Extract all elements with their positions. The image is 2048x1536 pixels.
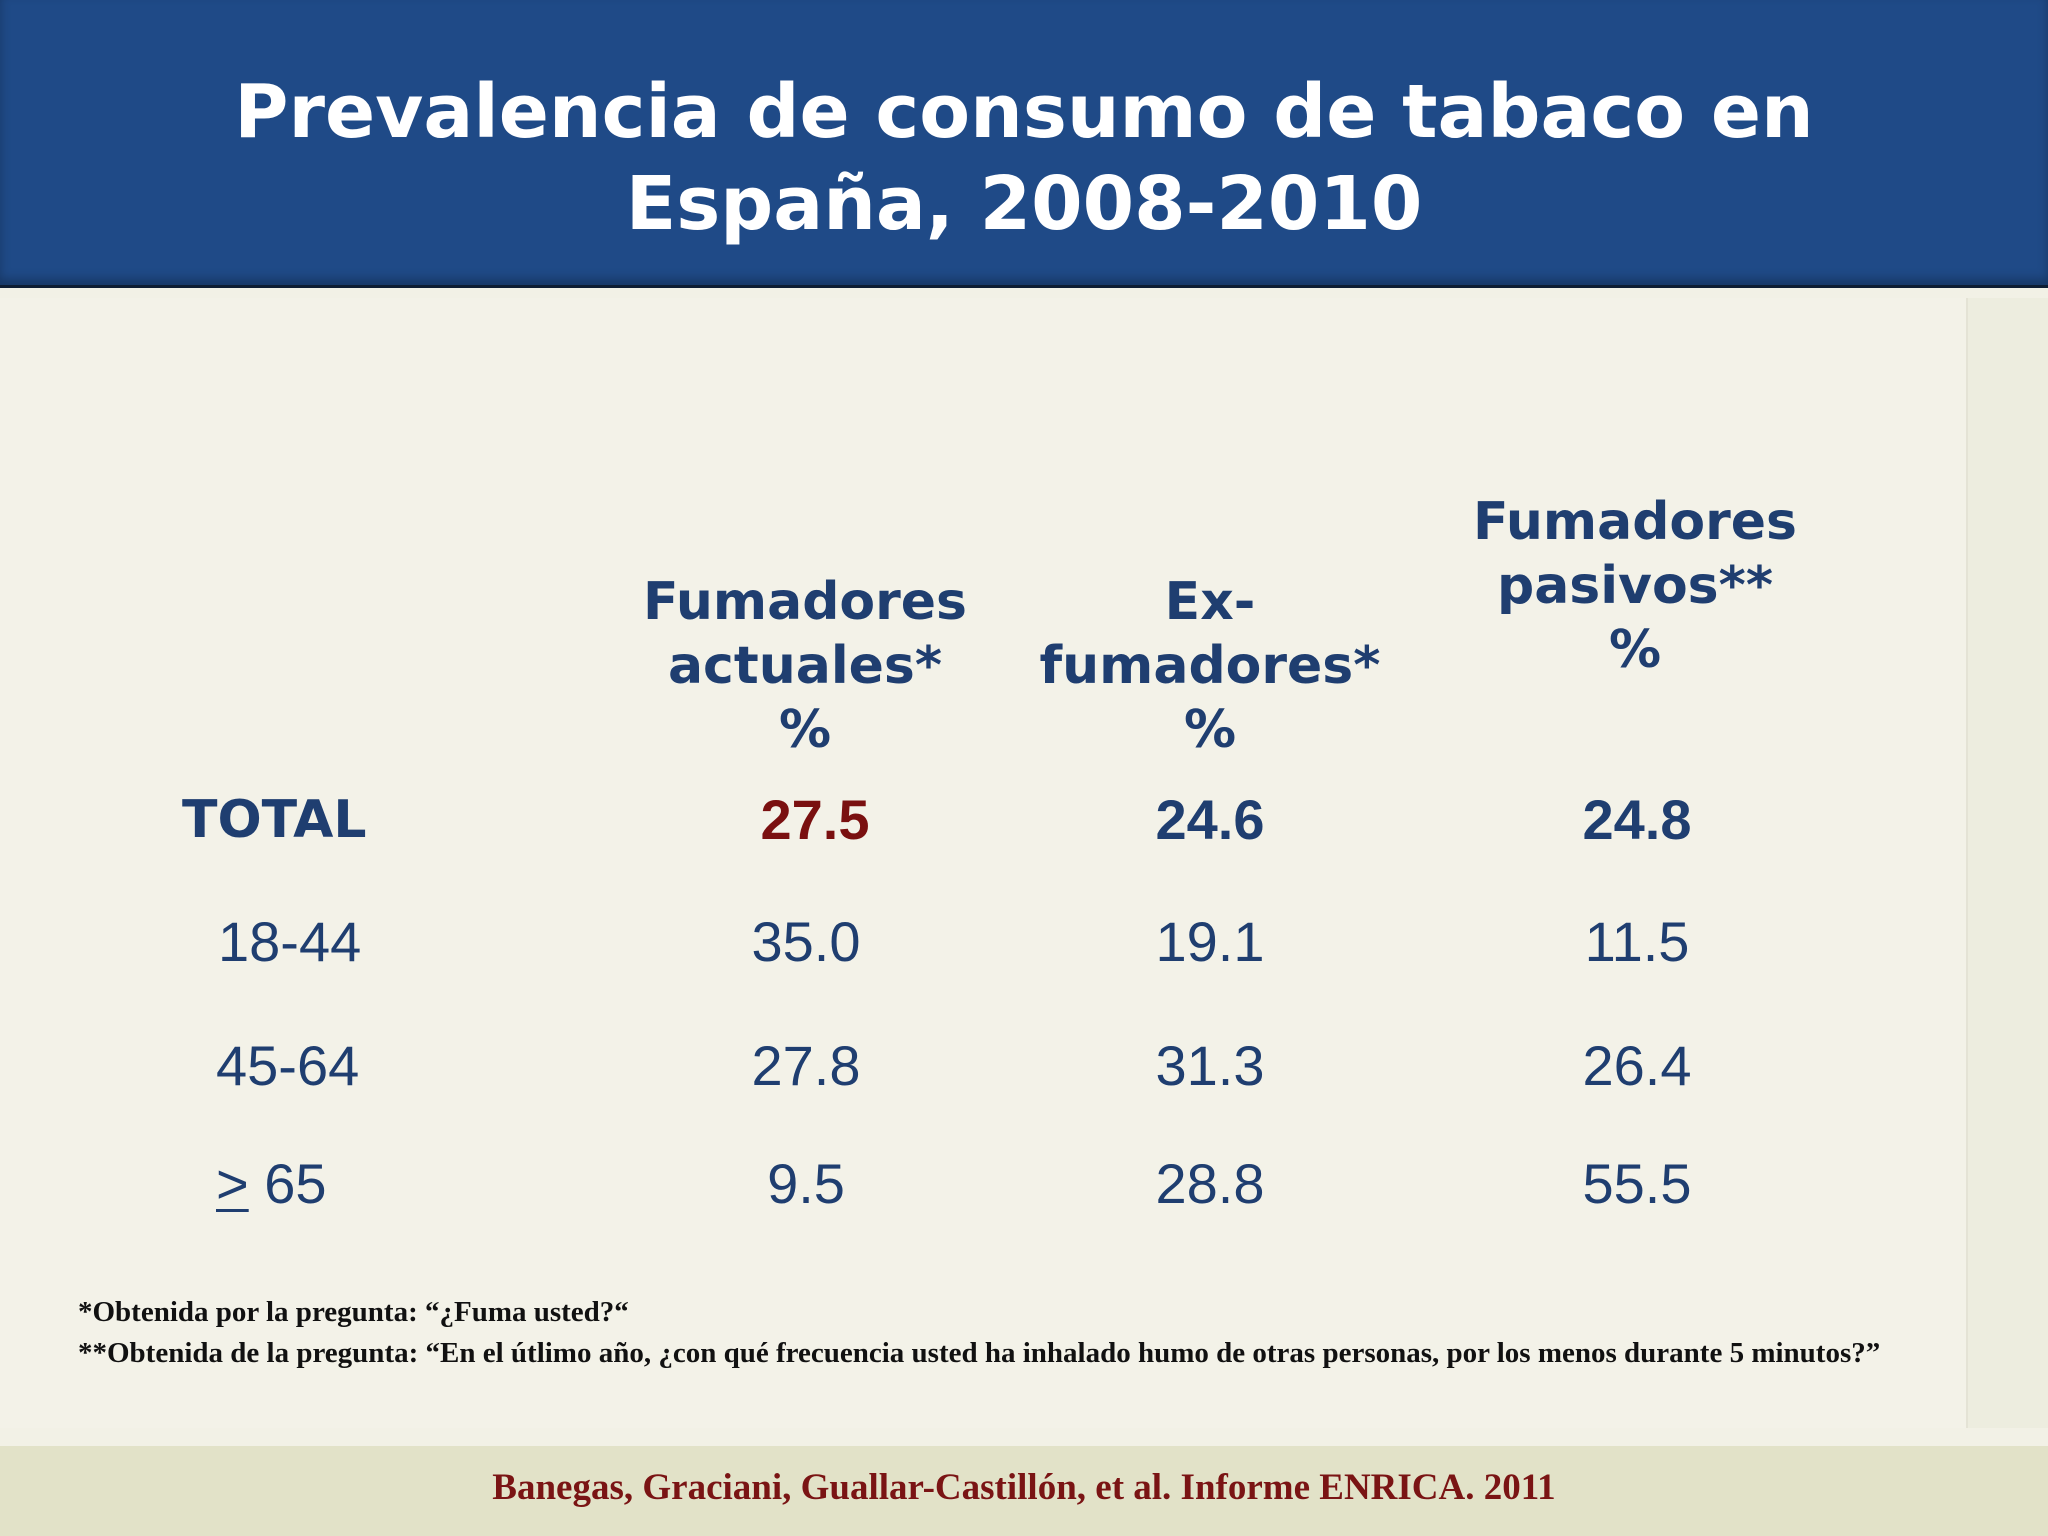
table-cell: 24.8 bbox=[1582, 788, 1692, 851]
footnotes: *Obtenida por la pregunta: “¿Fuma usted?… bbox=[78, 1292, 1952, 1374]
column-header-line: % bbox=[778, 700, 832, 760]
column-header-ex-smokers: Ex- fumadores* % bbox=[1020, 570, 1400, 762]
row-label-total: TOTAL bbox=[182, 790, 367, 850]
table-cell: 31.3 bbox=[1155, 1034, 1265, 1097]
table-cell: 27.8 bbox=[751, 1034, 861, 1097]
table-cell: 19.1 bbox=[1155, 910, 1265, 973]
table-cell: 27.5 bbox=[760, 788, 870, 851]
column-header-line: % bbox=[1183, 700, 1237, 760]
footnote-1: *Obtenida por la pregunta: “¿Fuma usted?… bbox=[78, 1296, 629, 1328]
table-cell: 35.0 bbox=[751, 910, 861, 973]
table-cell: 11.5 bbox=[1584, 910, 1690, 973]
right-margin-strip bbox=[1966, 298, 2048, 1428]
table-cell: 28.8 bbox=[1155, 1152, 1265, 1215]
content-area bbox=[0, 298, 1966, 1428]
column-header-line: % bbox=[1608, 620, 1662, 680]
column-header-line: fumadores* bbox=[1039, 636, 1381, 696]
column-header-line: Fumadores bbox=[1472, 492, 1798, 552]
row-label-65-plus: > 65 bbox=[216, 1152, 327, 1216]
slide-title-line-2: España, 2008-2010 bbox=[625, 161, 1423, 247]
row-label-18-44: 18-44 bbox=[218, 910, 362, 973]
row-label-age: 65 bbox=[248, 1152, 327, 1215]
table-cell: 55.5 bbox=[1582, 1152, 1692, 1215]
source-citation: Banegas, Graciani, Guallar-Castillón, et… bbox=[492, 1467, 1556, 1508]
table-cell: 26.4 bbox=[1582, 1034, 1692, 1097]
column-header-line: pasivos** bbox=[1496, 556, 1774, 616]
footnote-2: **Obtenida de la pregunta: “En el útlimo… bbox=[78, 1337, 1881, 1369]
column-header-line: Fumadores bbox=[642, 572, 968, 632]
greater-equal-symbol: > bbox=[216, 1152, 249, 1215]
row-label-45-64: 45-64 bbox=[216, 1034, 360, 1097]
column-header-passive-smokers: Fumadores pasivos** % bbox=[1455, 490, 1815, 682]
column-header-current-smokers: Fumadores actuales* % bbox=[620, 570, 990, 762]
column-header-line: Ex- bbox=[1164, 572, 1256, 632]
source-bar bbox=[0, 1446, 2048, 1536]
title-banner: Prevalencia de consumo de tabaco en Espa… bbox=[0, 0, 2048, 288]
column-header-line: actuales* bbox=[667, 636, 943, 696]
table-cell: 9.5 bbox=[767, 1152, 845, 1215]
slide-title: Prevalencia de consumo de tabaco en Espa… bbox=[0, 66, 2048, 250]
table-cell: 24.6 bbox=[1155, 788, 1265, 851]
slide-title-line-1: Prevalencia de consumo de tabaco en bbox=[234, 69, 1814, 155]
